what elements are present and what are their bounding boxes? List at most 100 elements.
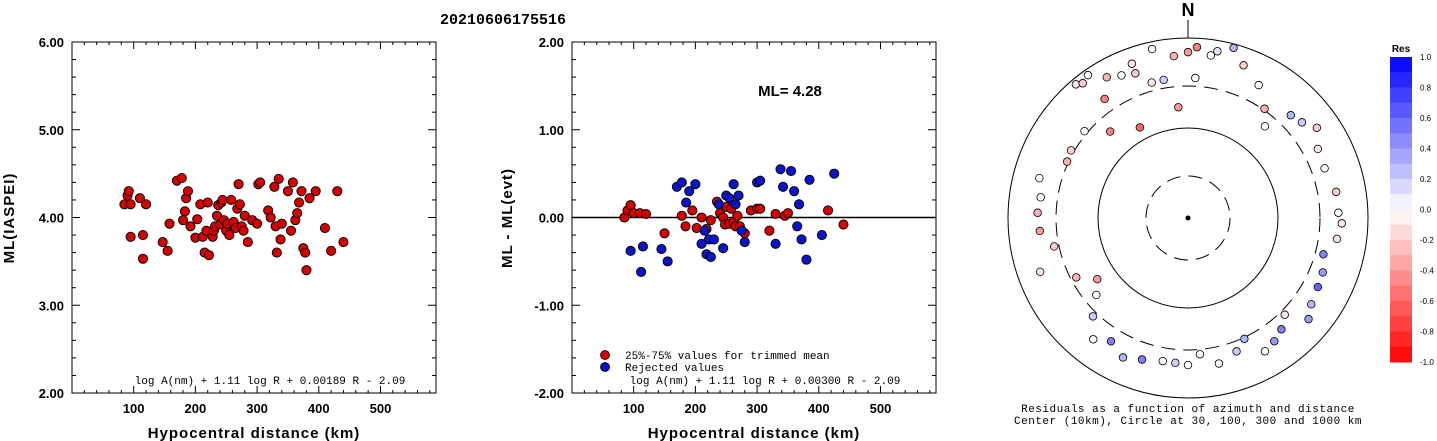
left-point-red: [310, 186, 321, 197]
station-residual-point: [1195, 350, 1205, 359]
station-residual-point: [1334, 208, 1343, 217]
station-residual-point: [1088, 312, 1098, 321]
colorbar-tick-label: 0.6: [1420, 114, 1432, 123]
middle-point-blue: [816, 229, 827, 241]
station-residual-point: [1280, 310, 1289, 319]
station-residual-point: [1035, 267, 1045, 277]
middle-point-blue: [656, 244, 667, 255]
left-point-red: [282, 186, 293, 197]
middle-point-red: [640, 208, 652, 220]
colorbar-tick-label: 1.0: [1420, 53, 1432, 62]
station-residual-point: [1319, 250, 1328, 259]
middle-point-blue: [796, 234, 807, 245]
station-residual-point: [1106, 337, 1116, 346]
station-residual-point: [1102, 73, 1111, 82]
station-residual-point: [1332, 234, 1342, 244]
middle-point-blue: [785, 165, 797, 177]
left-point-red: [179, 206, 190, 217]
middle-point-red: [755, 203, 766, 214]
middle-point-blue: [792, 221, 803, 232]
middle-point-blue: [739, 237, 750, 248]
middle-point-blue: [637, 241, 648, 252]
station-residual-point: [1307, 300, 1316, 309]
station-residual-point: [1260, 122, 1270, 131]
left-point-red: [164, 218, 175, 229]
station-residual-point: [1137, 355, 1147, 364]
colorbar-cell: [1390, 224, 1412, 241]
middle-point-red: [822, 205, 834, 216]
station-residual-point: [1213, 47, 1222, 56]
station-residual-point: [1171, 358, 1180, 367]
middle-point-blue: [730, 199, 741, 210]
middle-point-blue: [718, 243, 729, 254]
left-point-red: [137, 229, 148, 241]
colorbar-cells: [1390, 57, 1412, 363]
middle-point-blue: [789, 186, 800, 197]
left-ticks: 100 200 300 400 500 2.00 3.00 4.00 5.00 6.00: [39, 35, 436, 416]
left-x-tick-label: 400: [308, 401, 330, 416]
station-residual-point: [1118, 353, 1128, 362]
circle-300km: [1055, 85, 1321, 351]
colorbar-cell: [1390, 72, 1412, 88]
middle-point-red: [770, 208, 781, 220]
station-residual-point: [1092, 290, 1101, 300]
left-point-red: [332, 186, 343, 197]
legend: 25%-75% values for trimmed mean Rejected…: [600, 350, 830, 375]
circle-30km: [1145, 175, 1231, 261]
colorbar-cell: [1390, 331, 1412, 348]
middle-point-blue: [690, 179, 701, 190]
station-residual-point: [1131, 69, 1140, 78]
magnitude-vs-distance-panel: 100 200 300 400 500 2.00 3.00 4.00 5.00 6.00 log …: [1, 35, 437, 441]
left-point-red: [319, 222, 330, 234]
left-point-red: [202, 197, 213, 208]
middle-point-blue: [804, 174, 815, 185]
station-residual-point: [1286, 111, 1295, 120]
azimuth-distance-polar-panel: N Residuals as a function of azimuth and…: [1007, 0, 1369, 428]
residual-colorbar: Res 1.0 0.8 0.6 0.4 0.2 0.0 -0.2 -0.4 -0.6 -0.8 -1…: [1390, 44, 1434, 367]
event-magnitude-annotation: ML= 4.28: [758, 83, 822, 100]
middle-point-blue: [705, 251, 716, 263]
station-residual-point: [1100, 94, 1109, 104]
left-point-red: [123, 186, 134, 197]
middle-x-tick-label: 400: [808, 401, 830, 416]
left-y-tick-label: 3.00: [39, 298, 64, 313]
colorbar-labels: 1.0 0.8 0.6 0.4 0.2 0.0 -0.2 -0.4 -0.6 -0.8 -1.0: [1420, 53, 1434, 367]
left-point-red: [185, 221, 196, 232]
station-residual-point: [1214, 359, 1224, 368]
middle-y-tick-label: 1.00: [539, 123, 564, 138]
colorbar-cell: [1390, 270, 1412, 287]
colorbar-cell: [1390, 301, 1412, 317]
left-point-red: [255, 177, 266, 188]
station-residual-point: [1331, 187, 1341, 197]
left-x-tick-label: 500: [370, 401, 392, 416]
middle-x-tick-label: 200: [685, 401, 707, 416]
colorbar-cell: [1390, 285, 1412, 302]
middle-point-red: [838, 219, 849, 230]
middle-point-blue: [676, 177, 687, 188]
station-residual-point: [1277, 325, 1286, 334]
colorbar-title: Res: [1392, 44, 1411, 55]
station-residual-point: [1183, 47, 1193, 57]
station-residual-point: [1191, 73, 1200, 83]
station-residual-point: [1071, 80, 1081, 89]
station-residual-point: [1035, 226, 1044, 236]
middle-ticks: 100 200 300 400 500 -2.00 -1.00 0.00 1.00 2.00: [534, 35, 936, 416]
left-y-axis-label: ML(IASPEI): [1, 173, 18, 264]
station-residual-point: [1313, 282, 1323, 292]
middle-point-blue: [777, 181, 789, 192]
middle-point-blue: [681, 197, 692, 208]
colorbar-cell: [1390, 346, 1412, 363]
left-y-tick-label: 6.00: [39, 35, 64, 50]
colorbar-cell: [1390, 87, 1412, 104]
left-point-red: [296, 186, 307, 197]
left-point-red: [234, 199, 245, 210]
middle-point-blue: [625, 245, 636, 256]
station-residual-point: [1174, 103, 1183, 112]
station-residual-point: [1159, 75, 1168, 85]
middle-y-tick-label: -2.00: [534, 386, 564, 401]
left-point-red: [326, 245, 337, 256]
station-residual-point: [1080, 126, 1089, 136]
left-point-red: [178, 215, 189, 226]
polar-caption-line-1: Residuals as a function of azimuth and d…: [1021, 404, 1355, 416]
left-point-red: [125, 231, 136, 242]
